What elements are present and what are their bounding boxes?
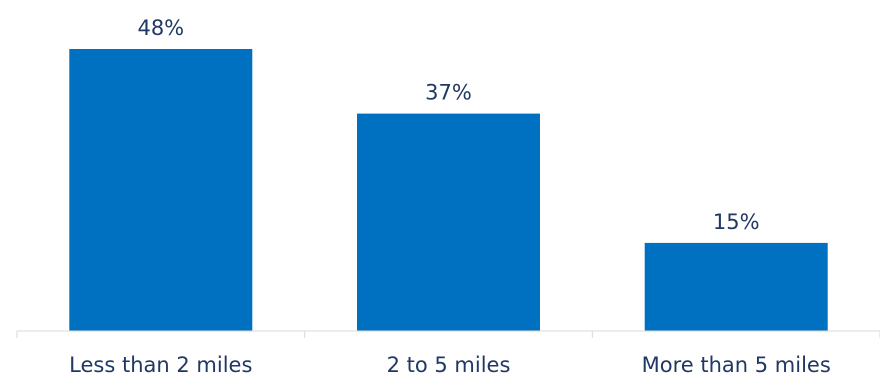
category-labels-group: Less than 2 miles 2 to 5 miles More than 5… [69,353,831,376]
bar [357,113,540,331]
x-axis-ticks-group [16,331,880,338]
x-tick-label: 2 to 5 miles [387,353,511,376]
x-tick-label: More than 5 miles [642,353,831,376]
bar [644,242,828,331]
data-label: 15% [713,210,760,234]
x-tick-label: Less than 2 miles [69,353,252,376]
bars-group [69,49,828,331]
bar [69,49,253,331]
data-label: 37% [425,81,472,105]
data-label: 48% [137,16,184,40]
data-labels-group: 48% 37% 15% [137,16,759,234]
